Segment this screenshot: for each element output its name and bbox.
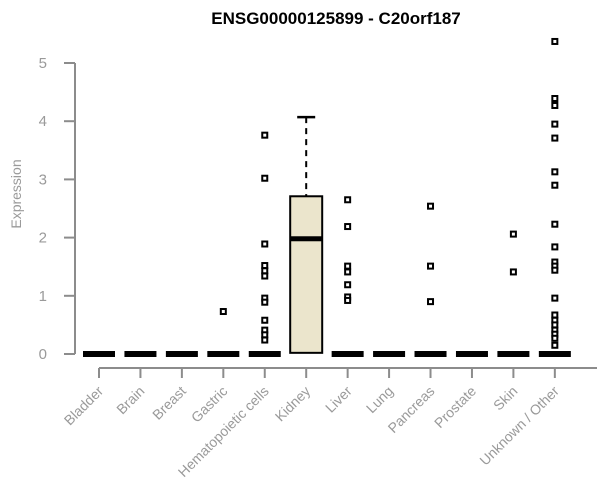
data-point — [261, 131, 269, 139]
chart-title: ENSG00000125899 - C20orf187 — [211, 9, 461, 28]
boxplot-median — [290, 236, 323, 242]
boxplot-bar-zero — [414, 351, 447, 357]
x-tick-label: Bladder — [61, 383, 107, 429]
boxplot-bar-zero — [165, 351, 198, 357]
y-tick-label: 2 — [39, 230, 47, 247]
x-tick-label: Unknown / Other — [476, 383, 562, 469]
data-point — [551, 341, 559, 349]
data-point — [551, 220, 559, 228]
data-point — [261, 336, 269, 344]
data-point — [551, 120, 559, 128]
data-point — [344, 281, 352, 289]
x-tick-label: Kidney — [272, 383, 314, 425]
boxplot-bar-zero — [83, 351, 115, 357]
boxplot-bar-zero — [497, 351, 530, 357]
data-point — [551, 101, 559, 109]
y-tick-label: 1 — [39, 288, 47, 305]
data-point — [219, 308, 227, 316]
data-point — [551, 134, 559, 142]
boxplot-bar-zero — [207, 351, 240, 357]
data-point — [551, 266, 559, 274]
data-point — [509, 230, 517, 238]
data-point — [261, 174, 269, 182]
data-point — [261, 316, 269, 324]
data-point — [427, 298, 435, 306]
data-point — [551, 334, 559, 342]
y-tick-label: 4 — [39, 113, 47, 130]
x-tick-label: Prostate — [431, 383, 479, 431]
boxplot-bar-zero — [124, 351, 157, 357]
x-tick-label: Liver — [322, 383, 355, 416]
x-tick-label: Brain — [113, 383, 147, 417]
y-tick-label: 5 — [39, 55, 47, 72]
y-tick-label: 3 — [39, 171, 47, 188]
data-point — [261, 272, 269, 280]
x-tick-label: Lung — [363, 383, 396, 416]
y-tick-label: 0 — [39, 346, 47, 363]
boxplot-box — [289, 195, 324, 354]
x-tick-label: Skin — [490, 383, 521, 414]
data-point — [551, 37, 559, 45]
data-point — [344, 223, 352, 231]
data-point — [509, 268, 517, 276]
boxplot-bar-zero — [538, 351, 571, 357]
boxplot-bar-zero — [248, 351, 281, 357]
data-point — [551, 243, 559, 251]
boxplot-bar-zero — [373, 351, 406, 357]
data-point — [551, 168, 559, 176]
data-point — [427, 202, 435, 210]
data-point — [344, 296, 352, 304]
data-point — [344, 196, 352, 204]
data-point — [344, 268, 352, 276]
boxplot-bar-zero — [331, 351, 364, 357]
data-point — [261, 240, 269, 248]
data-point — [551, 294, 559, 302]
data-point — [261, 298, 269, 306]
data-point — [551, 95, 559, 103]
data-point — [551, 181, 559, 189]
data-point — [344, 262, 352, 270]
data-point — [427, 262, 435, 270]
boxplot-bar-zero — [455, 351, 488, 357]
x-tick-label: Breast — [149, 383, 189, 423]
